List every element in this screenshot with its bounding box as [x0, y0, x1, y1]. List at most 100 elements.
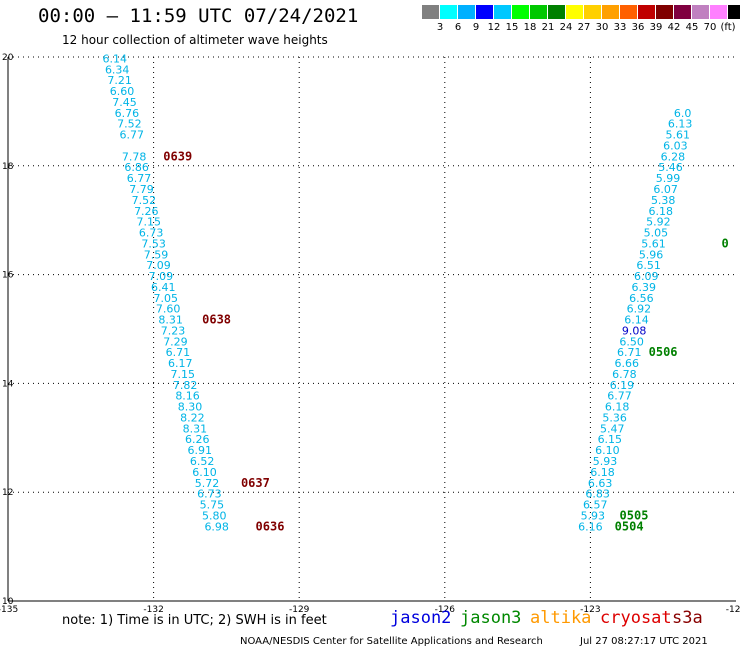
- legend-swatch: [692, 5, 710, 19]
- legend-swatch: [602, 5, 620, 19]
- data-point-label: 7.53: [141, 237, 166, 250]
- time-label: 0: [721, 236, 728, 250]
- data-point-label: 7.05: [153, 292, 178, 305]
- data-point-label: 6.98: [204, 520, 229, 533]
- legend-label: 27: [577, 22, 591, 33]
- data-point-label: 6.34: [105, 63, 130, 76]
- x-tick-label: -126: [435, 605, 456, 615]
- legend-label: 6: [454, 22, 462, 33]
- legend-swatch: [584, 5, 602, 19]
- x-tick-label: -123: [580, 605, 600, 615]
- data-point-label: 6.14: [624, 314, 649, 327]
- legend-swatch: [494, 5, 512, 19]
- data-point-label: 5.47: [600, 422, 625, 435]
- data-point-label: 6.73: [197, 488, 222, 501]
- data-point-label: 6.10: [192, 466, 217, 479]
- data-point-label: 6.18: [605, 401, 630, 414]
- data-point-label: 7.82: [173, 379, 198, 392]
- data-point-label: 7.78: [122, 150, 147, 163]
- satellite-cryosat: cryosat: [600, 608, 672, 628]
- data-point-label: 5.36: [602, 411, 627, 424]
- data-point-label: 7.21: [107, 74, 132, 87]
- data-point-label: 6.18: [649, 205, 674, 218]
- x-tick-label: -135: [0, 605, 18, 615]
- legend-label: 3: [436, 22, 444, 33]
- data-point-label: 6.83: [585, 488, 610, 501]
- legend-label: 24: [559, 22, 573, 33]
- time-label: 0639: [163, 149, 192, 163]
- legend-label: 36: [631, 22, 645, 33]
- data-point-label: 6.03: [663, 139, 688, 152]
- data-point-label: 6.18: [590, 466, 615, 479]
- time-label: 0638: [202, 313, 231, 327]
- data-point-label: 6.10: [595, 444, 620, 457]
- time-label: 0506: [649, 345, 678, 359]
- data-point-label: 6.60: [110, 85, 135, 98]
- data-point-label: 6.50: [619, 335, 644, 348]
- legend-swatch: [422, 5, 440, 19]
- data-point-label: 6.91: [187, 444, 212, 457]
- data-point-label: 7.09: [146, 259, 171, 272]
- y-tick-label: 14: [2, 379, 14, 389]
- data-point-label: 5.61: [641, 237, 666, 250]
- footer-note: note: 1) Time is in UTC; 2) SWH is in fe…: [62, 613, 327, 628]
- data-point-label: 5.93: [581, 509, 606, 522]
- data-point-label: 6.13: [668, 118, 693, 131]
- data-point-label: 8.30: [178, 401, 203, 414]
- data-point-label: 5.72: [195, 477, 220, 490]
- legend-label: 12: [487, 22, 501, 33]
- data-point-label: 5.46: [658, 161, 683, 174]
- legend-label: 70: [703, 22, 717, 33]
- data-point-label: 7.60: [156, 303, 181, 316]
- data-point-label: 6.39: [632, 281, 657, 294]
- x-tick-label: -120: [726, 605, 740, 615]
- data-point-label: 6.63: [588, 477, 613, 490]
- legend-label: 33: [613, 22, 627, 33]
- data-point-label: 7.23: [161, 324, 186, 337]
- data-point-label: 6.17: [168, 357, 193, 370]
- data-point-label: 5.61: [666, 129, 691, 142]
- legend-swatch: [710, 5, 728, 19]
- data-point-label: 7.59: [144, 248, 169, 261]
- legend-swatch: [458, 5, 476, 19]
- data-point-label: 8.16: [175, 390, 200, 403]
- data-point-label: 6.66: [615, 357, 640, 370]
- data-point-label: 6.51: [636, 259, 661, 272]
- data-point-label: 5.92: [646, 216, 671, 229]
- time-label: 0637: [241, 476, 270, 490]
- data-point-label: 6.76: [115, 107, 140, 120]
- y-tick-label: 10: [2, 597, 14, 607]
- data-point-label: 7.45: [112, 96, 137, 109]
- satellite-jason3: jason3: [460, 608, 522, 628]
- legend-swatch: [728, 5, 740, 19]
- data-point-label: 6.15: [598, 433, 623, 446]
- satellite-s3a: s3a: [672, 608, 703, 628]
- y-tick-label: 12: [2, 488, 13, 498]
- data-point-label: 6.86: [124, 161, 149, 174]
- legend-swatch: [548, 5, 566, 19]
- legend-label: 15: [505, 22, 519, 33]
- data-point-label: 5.80: [202, 509, 227, 522]
- data-point-label: 6.77: [127, 172, 152, 185]
- data-point-label: 6.14: [103, 52, 128, 65]
- data-point-label: 7.79: [129, 183, 154, 196]
- data-point-label: 6.07: [653, 183, 678, 196]
- legend-label: (ft): [720, 22, 736, 33]
- data-point-label: 6.52: [190, 455, 215, 468]
- credit-text: NOAA/NESDIS Center for Satellite Applica…: [240, 636, 543, 647]
- data-point-label: 6.41: [151, 281, 176, 294]
- data-point-label: 5.93: [593, 455, 618, 468]
- chart-title: 00:00 – 11:59 UTC 07/24/2021: [38, 5, 359, 27]
- data-point-label: 7.09: [149, 270, 174, 283]
- legend-label: 9: [472, 22, 480, 33]
- satellite-altika: altika: [530, 608, 592, 628]
- data-point-label: 6.73: [139, 227, 164, 240]
- data-point-label: 5.75: [200, 499, 225, 512]
- data-point-label: 6.77: [607, 390, 632, 403]
- legend-swatch: [440, 5, 458, 19]
- time-label: 0636: [256, 519, 285, 533]
- y-tick-label: 16: [2, 271, 14, 281]
- data-point-label: 8.22: [180, 411, 205, 424]
- legend-label: 18: [523, 22, 537, 33]
- satellite-jason2: jason2: [390, 608, 452, 628]
